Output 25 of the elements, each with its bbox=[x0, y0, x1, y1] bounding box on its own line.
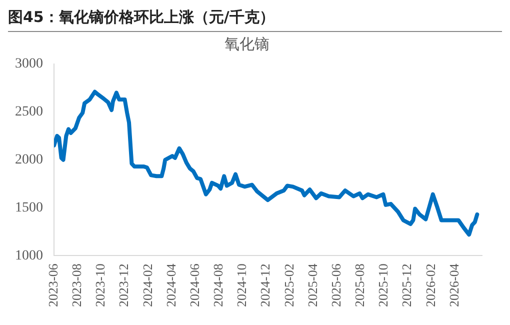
x-tick-label: 2026-02 bbox=[422, 264, 438, 308]
chart-subtitle: 氧化镝 bbox=[224, 36, 270, 53]
x-tick-label: 2024-08 bbox=[210, 264, 226, 308]
y-tick-label: 1000 bbox=[15, 248, 43, 264]
x-tick-label: 2025-08 bbox=[352, 264, 368, 308]
x-tick-label: 2024-10 bbox=[234, 264, 250, 308]
y-tick-label: 2500 bbox=[15, 104, 43, 120]
y-tick-label: 3000 bbox=[15, 56, 43, 72]
x-tick-label: 2025-02 bbox=[281, 264, 296, 308]
x-tick-label: 2023-10 bbox=[92, 264, 108, 308]
x-tick-label: 2025-06 bbox=[328, 263, 344, 308]
y-tick-label: 2000 bbox=[15, 152, 43, 168]
y-tick-label: 1500 bbox=[15, 200, 43, 216]
chart-title: 图45：氧化镝价格环比上涨（元/千克） bbox=[8, 8, 502, 32]
x-tick-label: 2024-02 bbox=[140, 264, 155, 308]
x-tick-label: 2023-12 bbox=[116, 264, 132, 308]
x-tick-label: 2023-08 bbox=[69, 264, 84, 308]
x-tick-label: 2024-12 bbox=[258, 264, 273, 308]
x-tick-label: 2025-12 bbox=[399, 264, 414, 308]
x-tick-label: 2025-04 bbox=[304, 263, 320, 308]
x-tick-label: 2024-06 bbox=[186, 263, 202, 308]
x-tick-label: 2026-04 bbox=[446, 263, 462, 308]
x-tick-label: 2024-04 bbox=[163, 263, 178, 308]
x-tick-label: 2023-06 bbox=[45, 263, 60, 308]
x-tick-label: 2025-10 bbox=[376, 264, 391, 308]
